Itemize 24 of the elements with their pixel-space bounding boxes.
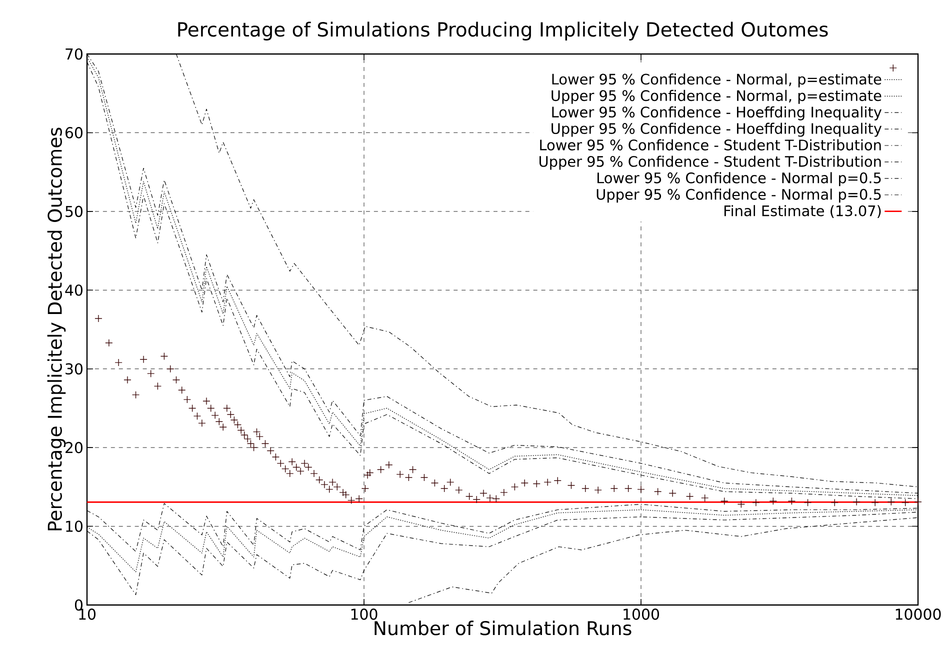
x-tick-label: 100 [351,608,378,620]
x-tick-label: 1000 [624,608,660,620]
legend-label: Final Estimate (13.07) [724,205,881,218]
y-tick-label: 50 [66,206,82,218]
x-tick-label: 10000 [896,608,941,620]
legend-label: Upper 95 % Confidence - Student T-Distribution [540,156,881,170]
y-tick-label: 10 [66,520,82,532]
y-tick-label: 30 [66,363,82,375]
chart-title: Percentage of Simulations Producing Implicitely Detected Outomes [178,22,828,41]
y-tick-label: 0 [74,599,82,611]
legend-label: Upper 95 % Confidence - Normal p=0.5 [596,188,881,203]
legend-label: Upper 95 % Confidence - Normal, p=estimate [552,90,882,104]
y-tick-label: 40 [65,284,82,296]
x-axis-title: Number of Simulation Runs [374,620,632,636]
legend-label: Lower 95 % Confidence - Normal p=0.5 [597,172,881,186]
legend-label: Lower 95 % Confidence - Hoeffding Inequality [552,106,882,120]
y-tick-label: 60 [66,127,82,138]
y-axis-title: Percentage Implicitely Detected Outcomes [47,128,66,530]
y-tick-label: 20 [66,442,82,454]
y-tick-label: 70 [66,48,82,60]
x-tick-label: 10 [79,608,96,620]
legend-label: Lower 95 % Confidence - Student T-Distribution [540,139,881,150]
legend-label: Lower 95 % Confidence - Normal, p=estimate [552,73,882,88]
legend-label: Upper 95 % Confidence - Hoeffding Inequality [552,122,882,137]
